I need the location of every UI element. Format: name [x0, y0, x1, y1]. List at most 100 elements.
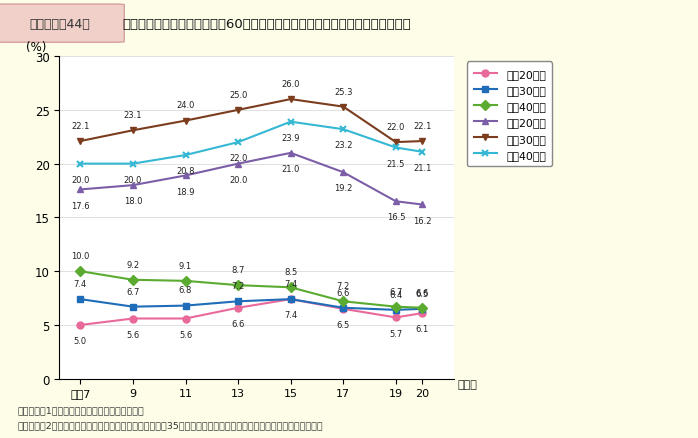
Text: 7.4: 7.4 [74, 279, 87, 288]
Text: 24.0: 24.0 [177, 101, 195, 110]
男性40歳代 [286, 120, 295, 125]
女性20歳代 [339, 307, 348, 312]
Text: 22.1: 22.1 [413, 122, 431, 131]
女性30歳代 [181, 303, 190, 308]
Text: （備考）　1．総務省「労働力調査」より作成。: （備考） 1．総務省「労働力調査」より作成。 [17, 405, 144, 414]
Text: 19.2: 19.2 [334, 184, 352, 193]
男性40歳代 [418, 150, 426, 155]
女性30歳代 [392, 307, 400, 313]
Text: 5.7: 5.7 [389, 329, 403, 338]
Text: 20.0: 20.0 [229, 175, 247, 184]
女性40歳代 [181, 279, 190, 284]
Line: 女性30歳代: 女性30歳代 [77, 296, 426, 314]
Text: （年）: （年） [457, 380, 477, 390]
男性30歳代 [339, 105, 348, 110]
女性40歳代 [418, 305, 426, 311]
男性20歳代 [339, 170, 348, 176]
Line: 女性40歳代: 女性40歳代 [77, 268, 426, 311]
男性40歳代 [76, 162, 84, 167]
Text: 7.2: 7.2 [336, 282, 350, 290]
Legend: 女性20歳代, 女性30歳代, 女性40歳代, 男性20歳代, 男性30歳代, 男性40歳代: 女性20歳代, 女性30歳代, 女性40歳代, 男性20歳代, 男性30歳代, … [467, 62, 552, 167]
Text: 17.6: 17.6 [71, 201, 89, 210]
Text: 第１－特－44図: 第１－特－44図 [29, 18, 91, 31]
男性30歳代 [286, 97, 295, 102]
女性30歳代 [418, 307, 426, 312]
Text: 21.0: 21.0 [281, 165, 300, 173]
Text: 22.1: 22.1 [71, 122, 89, 131]
Line: 男性20歳代: 男性20歳代 [77, 150, 426, 208]
Text: 6.4: 6.4 [389, 290, 403, 299]
Text: 20.0: 20.0 [71, 175, 89, 184]
女性20歳代 [418, 311, 426, 316]
女性30歳代 [76, 297, 84, 302]
Text: 2．「フルタイム労働者」とは週間就業時間が35時間以上の就業者（全産業，休業者を除く。）である。: 2．「フルタイム労働者」とは週間就業時間が35時間以上の就業者（全産業，休業者を… [17, 420, 323, 430]
Text: 23.1: 23.1 [124, 111, 142, 120]
Text: 7.4: 7.4 [284, 279, 297, 288]
男性20歳代 [234, 162, 242, 167]
女性30歳代 [286, 297, 295, 302]
Text: 6.5: 6.5 [415, 289, 429, 298]
男性40歳代 [234, 140, 242, 145]
Text: 20.8: 20.8 [177, 167, 195, 176]
女性20歳代 [392, 315, 400, 320]
女性20歳代 [76, 322, 84, 328]
Line: 女性20歳代: 女性20歳代 [77, 296, 426, 328]
男性20歳代 [128, 183, 137, 188]
Text: 8.7: 8.7 [232, 265, 245, 275]
Text: 8.5: 8.5 [284, 268, 297, 276]
女性20歳代 [181, 316, 190, 321]
Text: 18.0: 18.0 [124, 197, 142, 206]
男性40歳代 [128, 162, 137, 167]
Text: 6.1: 6.1 [415, 325, 429, 333]
Text: 21.1: 21.1 [413, 163, 431, 173]
男性20歳代 [392, 199, 400, 205]
Text: 22.0: 22.0 [229, 154, 247, 163]
Text: 21.5: 21.5 [387, 159, 405, 168]
男性30歳代 [418, 139, 426, 145]
男性30歳代 [181, 119, 190, 124]
Text: 9.2: 9.2 [126, 260, 140, 269]
Text: 6.7: 6.7 [126, 287, 140, 296]
Text: 16.2: 16.2 [413, 216, 431, 225]
男性40歳代 [392, 145, 400, 151]
男性20歳代 [181, 173, 190, 179]
Text: (%): (%) [26, 41, 46, 54]
Line: 男性30歳代: 男性30歳代 [77, 96, 426, 146]
Text: 6.7: 6.7 [389, 287, 403, 296]
Text: 6.6: 6.6 [336, 288, 350, 297]
女性40歳代 [76, 269, 84, 274]
Line: 男性40歳代: 男性40歳代 [77, 119, 426, 168]
女性20歳代 [128, 316, 137, 321]
男性30歳代 [128, 128, 137, 134]
Text: 6.6: 6.6 [415, 288, 429, 297]
Text: 16.5: 16.5 [387, 213, 405, 222]
女性40歳代 [286, 285, 295, 290]
Text: 22.0: 22.0 [387, 123, 405, 132]
男性20歳代 [76, 187, 84, 193]
Text: 7.2: 7.2 [232, 282, 245, 290]
男性20歳代 [286, 151, 295, 156]
女性20歳代 [286, 297, 295, 302]
Text: 23.9: 23.9 [281, 134, 300, 142]
女性30歳代 [234, 299, 242, 304]
Text: 20.0: 20.0 [124, 175, 142, 184]
男性30歳代 [76, 139, 84, 145]
Text: 25.0: 25.0 [229, 91, 247, 99]
女性40歳代 [392, 304, 400, 310]
男性30歳代 [234, 108, 242, 113]
Text: 6.5: 6.5 [336, 320, 350, 329]
Text: 5.6: 5.6 [179, 330, 192, 339]
Text: 26.0: 26.0 [281, 80, 300, 89]
女性40歳代 [234, 283, 242, 288]
Text: 7.4: 7.4 [284, 311, 297, 320]
女性40歳代 [128, 278, 137, 283]
女性30歳代 [128, 304, 137, 310]
Text: 10.0: 10.0 [71, 251, 89, 261]
男性40歳代 [339, 127, 348, 133]
Text: フルタイム労働者に占める週60時間以上働く者の割合の推移（性別・年代別）: フルタイム労働者に占める週60時間以上働く者の割合の推移（性別・年代別） [122, 18, 411, 31]
男性30歳代 [392, 140, 400, 145]
女性40歳代 [339, 299, 348, 304]
女性20歳代 [234, 305, 242, 311]
Text: 25.3: 25.3 [334, 87, 352, 96]
Text: 5.0: 5.0 [74, 336, 87, 345]
